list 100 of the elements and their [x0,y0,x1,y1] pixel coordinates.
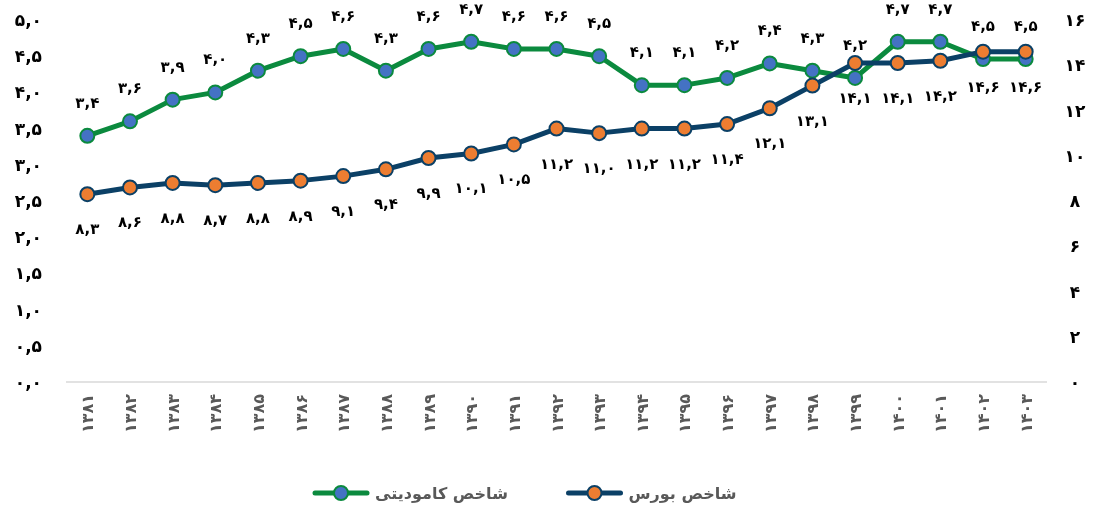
data-label: ۴,۶ [331,6,356,25]
y-tick-label: ۳,۵ [14,118,42,139]
x-tick-label: ۱۳۸۱ [78,394,98,434]
x-tick-label: ۱۳۸۶ [291,394,311,434]
data-label: ۴,۷ [885,0,910,18]
y-tick-label: ۴,۰ [14,82,42,103]
x-tick-label: ۱۳۸۴ [206,393,226,434]
data-label: ۱۱,۲ [667,154,702,173]
data-label: ۳,۹ [160,57,185,76]
y2-tick-label: ۱۲ [1064,100,1086,121]
point [548,120,565,137]
point [676,77,693,94]
y2-tick-label: ۴ [1069,281,1081,302]
data-label: ۱۲,۱ [753,134,787,153]
data-label: ۸,۶ [117,213,142,232]
data-label: ۴,۲ [843,35,868,54]
point [207,84,224,101]
data-label: ۴,۰ [203,50,228,69]
data-label: ۴,۵ [587,14,612,33]
point [761,100,778,117]
x-tick-label: ۱۳۸۳ [163,393,183,434]
data-label: ۴,۲ [715,35,740,54]
data-label: ۴,۵ [288,14,313,33]
point [1017,43,1034,60]
point [719,69,736,86]
data-label: ۴,۴ [757,21,782,40]
point [591,48,608,65]
data-label: ۴,۷ [928,0,953,18]
x-tick-label: ۱۳۹۲ [547,393,567,434]
data-label: ۴,۶ [416,6,441,25]
point [804,77,821,94]
data-label: ۴,۱ [629,43,654,62]
point [292,172,309,189]
point [804,62,821,79]
y-tick-label: ۲,۰ [14,227,42,248]
point [249,62,266,79]
data-label: ۱۱,۴ [710,150,744,169]
point [889,33,906,50]
x-tick-label: ۱۳۹۱ [504,394,524,434]
data-label: ۴,۶ [544,6,569,25]
x-tick-label: ۱۳۸۲ [120,393,140,434]
point [164,91,181,108]
y-tick-label: ۰,۰ [14,372,42,392]
point [121,113,138,130]
data-label: ۱۴,۶ [966,77,1000,96]
data-label: ۱۴,۱ [838,88,872,107]
data-label: ۸,۸ [160,208,185,227]
data-label: ۱۰,۱ [454,179,488,198]
point [420,150,437,167]
y-tick-label: ۰,۵ [14,335,42,356]
y-tick-label: ۱,۵ [14,263,42,284]
data-label: ۸,۹ [288,206,313,225]
data-label: ۱۳,۱ [795,111,829,130]
data-label: ۱۴,۶ [1009,77,1043,96]
x-tick-label: ۱۳۸۸ [376,393,396,434]
data-label: ۴,۱ [672,43,697,62]
point [633,120,650,137]
point [207,177,224,194]
y2-tick-label: ۱۰ [1064,145,1086,166]
point [164,174,181,191]
point [463,33,480,50]
x-tick-label: ۱۳۹۰ [462,394,482,434]
data-label: ۴,۷ [459,0,484,18]
point [633,77,650,94]
data-label: ۴,۳ [800,28,825,47]
data-label: ۴,۵ [1013,17,1038,36]
point [79,186,96,203]
point [548,40,565,57]
x-tick-label: ۱۳۸۹ [419,393,439,434]
data-label: ۴,۳ [245,28,270,47]
x-tick-label: ۱۴۰۰ [888,394,908,434]
point [335,168,352,185]
x-tick-label: ۱۳۹۹ [846,393,866,434]
point [719,116,736,133]
data-label: ۱۱,۰ [582,159,616,178]
data-label: ۴,۶ [501,6,526,25]
legend-label: شاخص بورس [628,484,737,503]
point [591,125,608,142]
data-label: ۳,۴ [75,93,100,112]
y-tick-label: ۲,۵ [14,191,42,211]
data-label: ۱۱,۲ [625,154,659,173]
y2-tick-label: ۱۴ [1064,55,1086,76]
point [847,69,864,86]
x-tick-label: ۱۳۹۷ [760,393,780,434]
point [377,161,394,178]
point [932,33,949,50]
point [505,136,522,153]
point [889,54,906,71]
point [377,62,394,79]
x-tick-label: ۱۴۰۲ [974,393,994,434]
y2-tick-label: ۸ [1069,191,1081,211]
data-label: ۹,۹ [416,184,441,203]
point [420,40,437,57]
point [761,55,778,72]
y-tick-label: ۳,۰ [14,154,42,175]
data-label: ۳,۶ [117,79,142,98]
data-label: ۹,۴ [373,195,398,214]
data-label: ۱۴,۲ [923,86,957,105]
point [335,40,352,57]
data-label: ۹,۱ [331,202,356,221]
